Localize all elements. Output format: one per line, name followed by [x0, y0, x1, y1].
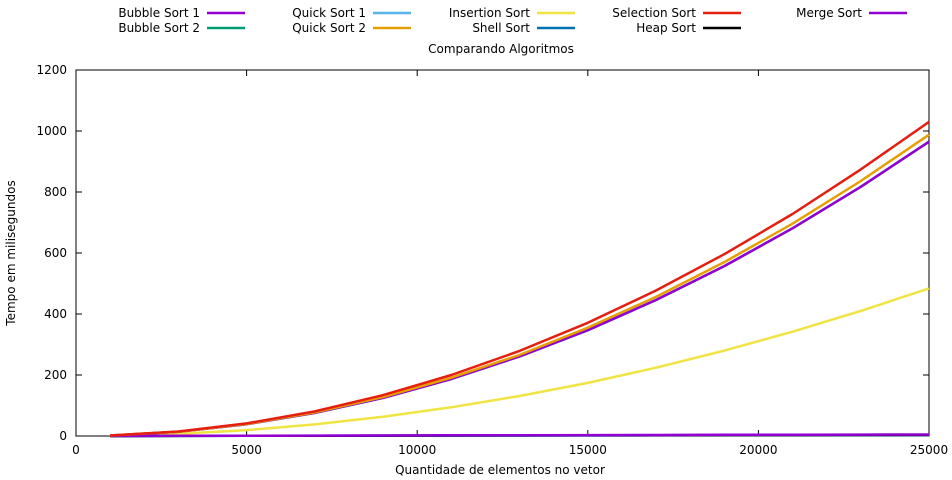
- y-tick-label: 1200: [36, 63, 67, 77]
- y-axis-label: Tempo em milisegundos: [4, 180, 18, 326]
- series-line-quick-sort-2: [110, 133, 930, 437]
- series-lines: [110, 120, 930, 438]
- x-tick-label: 25000: [910, 443, 948, 457]
- series-line-bubble-sort-2: [110, 140, 930, 437]
- y-tick-label: 200: [44, 368, 67, 382]
- legend-label: Selection Sort: [612, 6, 696, 20]
- legend-label: Shell Sort: [472, 21, 530, 35]
- y-tick-label: 0: [59, 429, 67, 443]
- legend-label: Bubble Sort 2: [118, 21, 200, 35]
- legend-label: Quick Sort 1: [292, 6, 366, 20]
- legend-label: Heap Sort: [636, 21, 696, 35]
- x-axis-label: Quantidade de elementos no vetor: [395, 463, 605, 477]
- series-line-merge-sort: [110, 433, 930, 438]
- series-line-insertion-sort: [110, 287, 930, 438]
- y-tick-label: 400: [44, 307, 67, 321]
- series-line-selection-sort: [110, 120, 930, 437]
- y-tick-label: 600: [44, 246, 67, 260]
- x-tick-label: 10000: [398, 443, 436, 457]
- legend-label: Quick Sort 2: [292, 21, 366, 35]
- plot-frame: [75, 69, 930, 437]
- y-axis: 0 200 400 600 800 1000 1200: [36, 63, 929, 443]
- legend-label: Bubble Sort 1: [118, 6, 200, 20]
- legend-label: Merge Sort: [796, 6, 862, 20]
- legend-label: Insertion Sort: [449, 6, 530, 20]
- y-tick-label: 1000: [36, 124, 67, 138]
- x-tick-label: 15000: [569, 443, 607, 457]
- y-tick-label: 800: [44, 185, 67, 199]
- series-line-bubble-sort-1: [110, 140, 930, 437]
- chart-title: Comparando Algoritmos: [428, 42, 574, 56]
- x-tick-label: 0: [72, 443, 80, 457]
- x-tick-label: 20000: [739, 443, 777, 457]
- x-axis: 0 5000 10000 15000 20000 25000: [72, 70, 948, 457]
- x-tick-label: 5000: [231, 443, 262, 457]
